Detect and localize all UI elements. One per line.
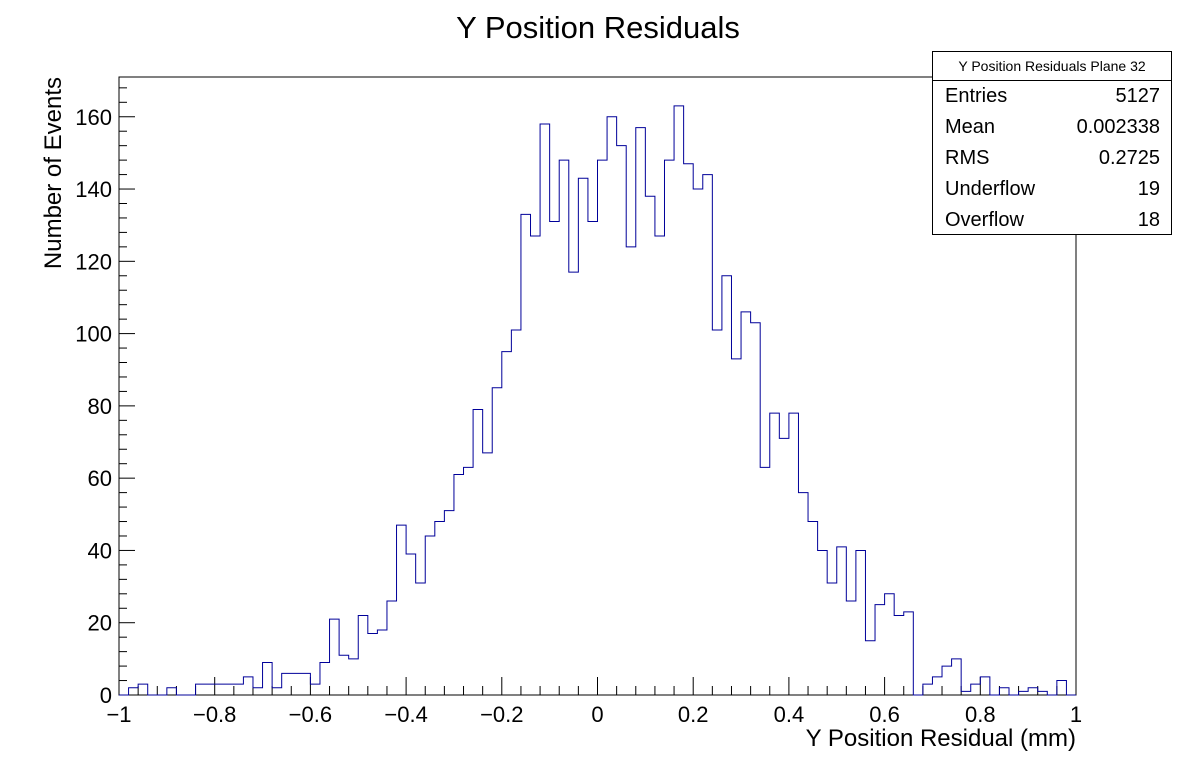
x-tick-label: 0	[591, 702, 603, 727]
x-tick-label: −0.8	[193, 702, 236, 727]
stats-value: 19	[1137, 178, 1160, 200]
y-tick-label: 20	[88, 611, 112, 636]
stats-row-underflow: Underflow 19	[933, 174, 1171, 205]
x-tick-label: 1	[1070, 702, 1082, 727]
stats-row-mean: Mean 0.002338	[933, 112, 1171, 143]
axis-ticks	[118, 87, 1077, 696]
stats-label: Overflow	[945, 209, 1024, 231]
x-tick-label: −1	[106, 702, 131, 727]
x-axis-label: Y Position Residual (mm)	[806, 725, 1076, 752]
stats-label: Mean	[945, 116, 996, 138]
y-tick-label: 140	[75, 177, 112, 202]
x-tick-label: −0.6	[289, 702, 332, 727]
stats-label: RMS	[945, 147, 990, 169]
stats-row-entries: Entries 5127	[933, 81, 1171, 112]
x-tick-label: 0.6	[869, 702, 900, 727]
y-tick-label: 100	[75, 322, 112, 347]
y-tick-label: 120	[75, 249, 112, 274]
stats-value: 18	[1137, 209, 1160, 231]
stats-label: Underflow	[945, 178, 1036, 200]
stats-box: Y Position Residuals Plane 32 Entries 51…	[932, 51, 1172, 235]
y-tick-label: 80	[88, 394, 112, 419]
stats-box-title: Y Position Residuals Plane 32	[933, 52, 1171, 81]
y-axis-label: Number of Events	[40, 77, 67, 269]
y-tick-label: 160	[75, 105, 112, 130]
stats-row-overflow: Overflow 18	[933, 205, 1171, 236]
y-tick-labels: 0 20 40 60 80 100 120 140 160	[75, 105, 112, 708]
x-tick-labels: −1 −0.8 −0.6 −0.4 −0.2 0 0.2 0.4 0.6 0.8 1	[106, 702, 1082, 727]
x-tick-label: −0.2	[480, 702, 523, 727]
x-tick-label: 0.8	[965, 702, 996, 727]
histogram-line	[119, 105, 1076, 696]
chart-title: Y Position Residuals	[456, 10, 740, 45]
x-tick-label: 0.2	[678, 702, 709, 727]
stats-label: Entries	[945, 85, 1008, 107]
x-tick-label: −0.4	[384, 702, 427, 727]
y-tick-label: 60	[88, 466, 112, 491]
x-tick-label: 0.4	[774, 702, 805, 727]
stats-row-rms: RMS 0.2725	[933, 143, 1171, 174]
stats-value: 0.2725	[1098, 147, 1160, 169]
stats-value: 0.002338	[1076, 116, 1160, 138]
y-tick-label: 0	[100, 683, 112, 708]
y-tick-label: 40	[88, 538, 112, 563]
stats-value: 5127	[1115, 85, 1161, 107]
